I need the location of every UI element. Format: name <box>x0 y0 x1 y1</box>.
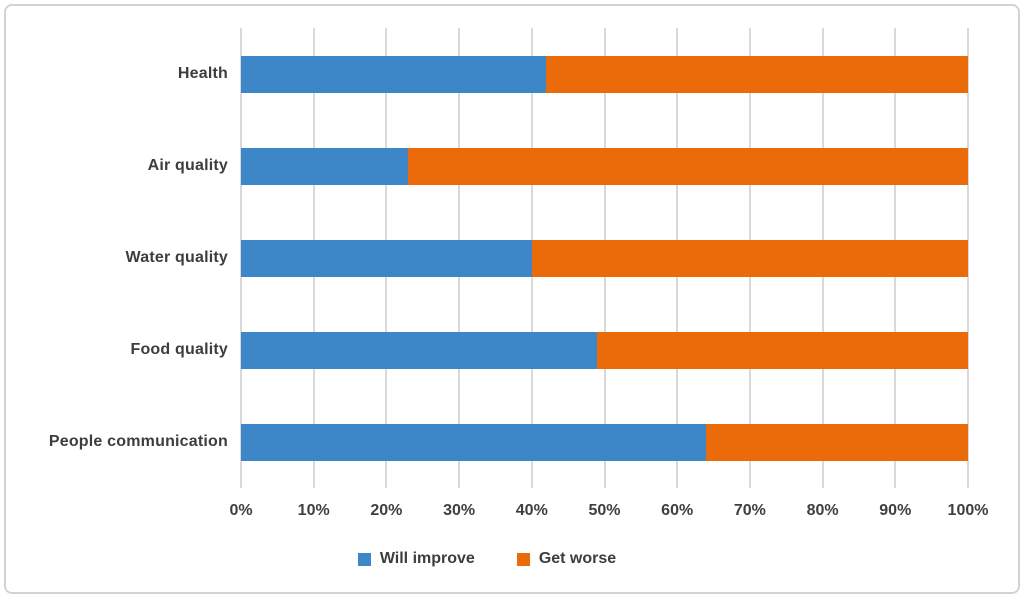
x-axis-tick-label: 60% <box>661 502 694 519</box>
bar-segment-get-worse <box>408 147 968 185</box>
legend-swatch-will-improve <box>357 552 371 566</box>
x-axis-tick-label: 20% <box>370 502 403 519</box>
x-axis-tick-label: 50% <box>588 502 621 519</box>
category-label: Air quality <box>147 157 228 174</box>
bar-segment-will-improve <box>241 331 598 369</box>
x-axis-tick-label: 0% <box>229 502 253 519</box>
legend-label-will-improve: Will improve <box>379 550 475 567</box>
legend-label-get-worse: Get worse <box>538 550 617 567</box>
x-axis: 0% 10% 20% 30% 40% 50% 60% 70% 80% 90% 100% <box>0 502 1024 526</box>
legend-item-get-worse: Get worse <box>516 550 617 568</box>
bar-segment-get-worse <box>706 423 968 461</box>
legend: Will improve Get worse <box>0 550 974 568</box>
bar-segment-will-improve <box>241 423 707 461</box>
bar-segment-get-worse <box>531 239 968 277</box>
x-axis-tick-label: 90% <box>879 502 912 519</box>
bar-segment-will-improve <box>241 239 532 277</box>
bar-row <box>241 55 968 93</box>
x-axis-tick-label: 40% <box>515 502 548 519</box>
y-axis-category-labels: Health Air quality Water quality Food quali… <box>0 28 228 488</box>
bar-segment-get-worse <box>546 55 968 93</box>
category-label: People communication <box>48 433 228 450</box>
x-axis-tick-label: 80% <box>806 502 839 519</box>
category-label: Food quality <box>130 341 228 358</box>
gridline <box>967 28 969 488</box>
x-axis-tick-label: 10% <box>297 502 330 519</box>
bar-row <box>241 239 968 277</box>
bar-segment-get-worse <box>597 331 968 369</box>
bar-segment-will-improve <box>241 147 409 185</box>
bar-row <box>241 331 968 369</box>
legend-swatch-get-worse <box>516 552 530 566</box>
x-axis-tick-label: 100% <box>947 502 989 519</box>
category-label: Health <box>177 65 228 82</box>
plot-area <box>240 28 969 488</box>
category-label: Water quality <box>125 249 228 266</box>
bar-row <box>241 423 968 461</box>
x-axis-tick-label: 30% <box>443 502 476 519</box>
x-axis-tick-label: 70% <box>733 502 766 519</box>
legend-item-will-improve: Will improve <box>357 550 475 568</box>
bar-segment-will-improve <box>241 55 547 93</box>
bar-row <box>241 147 968 185</box>
